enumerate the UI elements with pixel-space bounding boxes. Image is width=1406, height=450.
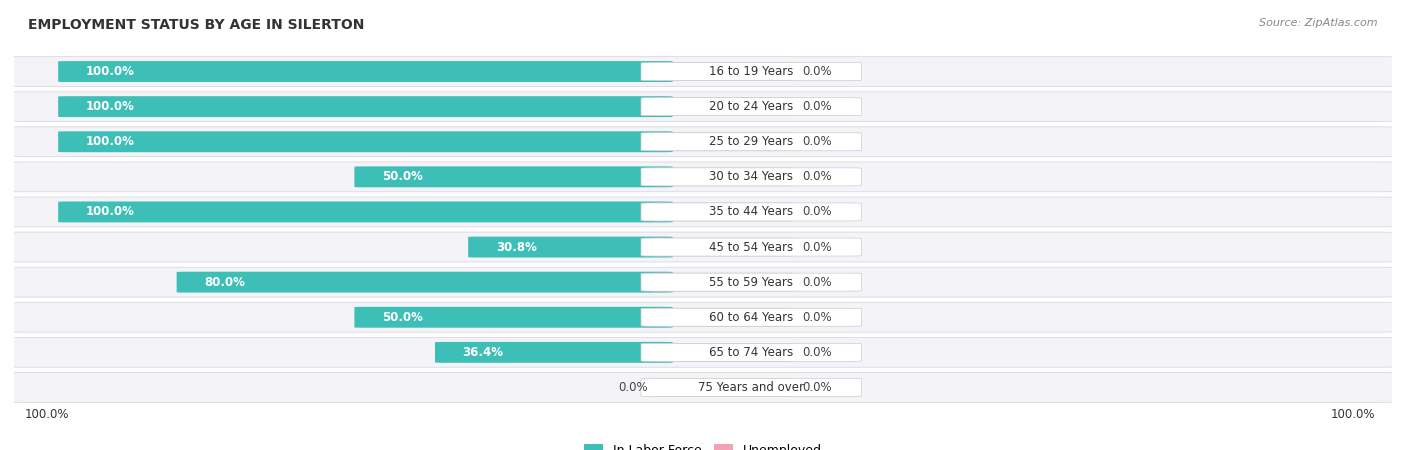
FancyBboxPatch shape — [468, 237, 672, 257]
Text: 100.0%: 100.0% — [86, 65, 135, 78]
FancyBboxPatch shape — [654, 378, 794, 397]
Text: 35 to 44 Years: 35 to 44 Years — [709, 206, 793, 218]
FancyBboxPatch shape — [4, 338, 1396, 367]
Text: 55 to 59 Years: 55 to 59 Years — [709, 276, 793, 288]
Text: 0.0%: 0.0% — [803, 100, 832, 113]
Text: 100.0%: 100.0% — [25, 408, 69, 421]
FancyBboxPatch shape — [641, 238, 862, 256]
Text: 65 to 74 Years: 65 to 74 Years — [709, 346, 793, 359]
FancyBboxPatch shape — [354, 307, 672, 328]
Text: 0.0%: 0.0% — [803, 206, 832, 218]
Text: 100.0%: 100.0% — [86, 206, 135, 218]
Text: 20 to 24 Years: 20 to 24 Years — [709, 100, 793, 113]
FancyBboxPatch shape — [654, 167, 794, 186]
Text: 80.0%: 80.0% — [204, 276, 245, 288]
FancyBboxPatch shape — [654, 343, 794, 362]
Text: 60 to 64 Years: 60 to 64 Years — [709, 311, 793, 324]
FancyBboxPatch shape — [654, 308, 794, 327]
FancyBboxPatch shape — [654, 132, 794, 151]
Text: 100.0%: 100.0% — [1331, 408, 1375, 421]
Text: 50.0%: 50.0% — [382, 311, 423, 324]
Text: 50.0%: 50.0% — [382, 171, 423, 183]
Legend: In Labor Force, Unemployed: In Labor Force, Unemployed — [579, 439, 827, 450]
FancyBboxPatch shape — [641, 273, 862, 291]
FancyBboxPatch shape — [654, 273, 794, 292]
FancyBboxPatch shape — [641, 133, 862, 151]
Text: 0.0%: 0.0% — [803, 65, 832, 78]
Text: 100.0%: 100.0% — [86, 135, 135, 148]
FancyBboxPatch shape — [354, 166, 672, 187]
FancyBboxPatch shape — [4, 92, 1396, 122]
FancyBboxPatch shape — [434, 342, 672, 363]
FancyBboxPatch shape — [641, 63, 862, 81]
FancyBboxPatch shape — [654, 62, 794, 81]
FancyBboxPatch shape — [4, 302, 1396, 332]
Text: 30.8%: 30.8% — [496, 241, 537, 253]
Text: 0.0%: 0.0% — [803, 311, 832, 324]
FancyBboxPatch shape — [654, 238, 794, 256]
FancyBboxPatch shape — [58, 61, 672, 82]
FancyBboxPatch shape — [4, 232, 1396, 262]
FancyBboxPatch shape — [641, 98, 862, 116]
FancyBboxPatch shape — [4, 162, 1396, 192]
FancyBboxPatch shape — [58, 202, 672, 222]
Text: 16 to 19 Years: 16 to 19 Years — [709, 65, 793, 78]
FancyBboxPatch shape — [58, 96, 672, 117]
Text: 75 Years and over: 75 Years and over — [699, 381, 804, 394]
Text: EMPLOYMENT STATUS BY AGE IN SILERTON: EMPLOYMENT STATUS BY AGE IN SILERTON — [28, 18, 364, 32]
FancyBboxPatch shape — [4, 127, 1396, 157]
FancyBboxPatch shape — [4, 373, 1396, 402]
Text: Source: ZipAtlas.com: Source: ZipAtlas.com — [1260, 18, 1378, 28]
FancyBboxPatch shape — [4, 57, 1396, 86]
Text: 0.0%: 0.0% — [803, 135, 832, 148]
FancyBboxPatch shape — [177, 272, 672, 292]
FancyBboxPatch shape — [654, 202, 794, 221]
Text: 45 to 54 Years: 45 to 54 Years — [709, 241, 793, 253]
FancyBboxPatch shape — [641, 378, 862, 396]
Text: 25 to 29 Years: 25 to 29 Years — [709, 135, 793, 148]
Text: 0.0%: 0.0% — [803, 241, 832, 253]
FancyBboxPatch shape — [641, 168, 862, 186]
FancyBboxPatch shape — [641, 308, 862, 326]
Text: 0.0%: 0.0% — [803, 276, 832, 288]
Text: 0.0%: 0.0% — [803, 171, 832, 183]
Text: 0.0%: 0.0% — [803, 346, 832, 359]
Text: 36.4%: 36.4% — [463, 346, 503, 359]
Text: 30 to 34 Years: 30 to 34 Years — [709, 171, 793, 183]
Text: 0.0%: 0.0% — [619, 381, 648, 394]
FancyBboxPatch shape — [4, 197, 1396, 227]
FancyBboxPatch shape — [641, 203, 862, 221]
Text: 0.0%: 0.0% — [803, 381, 832, 394]
FancyBboxPatch shape — [641, 343, 862, 361]
FancyBboxPatch shape — [654, 97, 794, 116]
Text: 100.0%: 100.0% — [86, 100, 135, 113]
FancyBboxPatch shape — [4, 267, 1396, 297]
FancyBboxPatch shape — [58, 131, 672, 152]
